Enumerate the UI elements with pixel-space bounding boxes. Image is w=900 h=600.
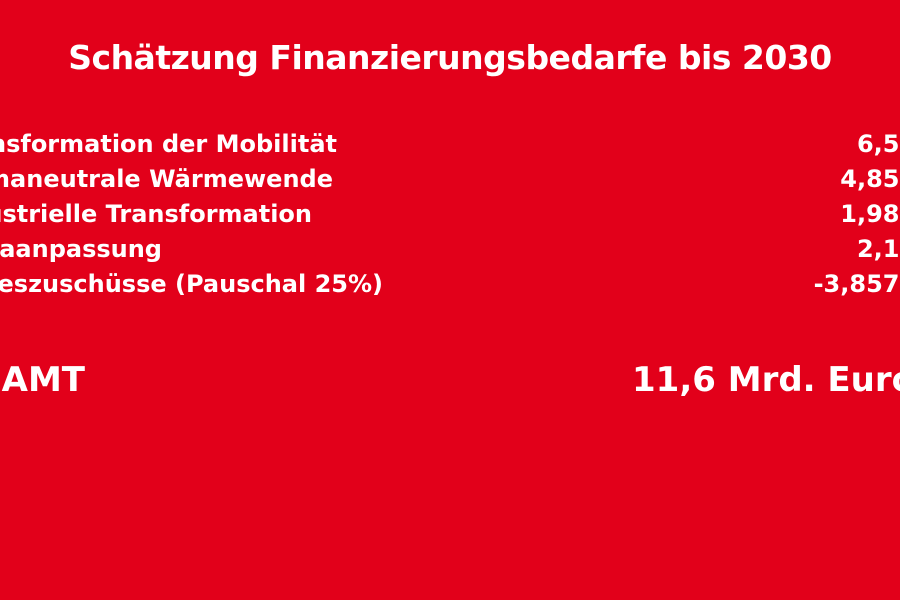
item-label: Industrielle Transformation (0, 200, 312, 228)
item-label: Bundeszuschüsse (Pauschal 25%) (0, 270, 383, 298)
item-label: Klimaneutrale Wärmewende (0, 165, 333, 193)
list-item: Industrielle Transformation 1,98 Mrd. Eu… (0, 200, 900, 235)
list-item: Klimaneutrale Wärmewende 4,85 Mrd. Euro (0, 165, 900, 200)
item-value: 4,85 Mrd. Euro (840, 165, 900, 193)
list-item: Klimaanpassung 2,1 Mrd. Euro (0, 235, 900, 270)
item-label: Transformation der Mobilität (0, 130, 337, 158)
list-item: Bundeszuschüsse (Pauschal 25%) -3,857 Mr… (0, 270, 900, 305)
total-row: GESAMT 11,6 Mrd. Euro (0, 360, 900, 405)
slide-title: Schätzung Finanzierungsbedarfe bis 2030 (68, 38, 832, 77)
item-value: 6,5 Mrd. Euro (856, 130, 900, 158)
item-value: 1,98 Mrd. Euro (840, 200, 900, 228)
total-value: 11,6 Mrd. Euro (632, 360, 900, 400)
list-item: Transformation der Mobilität 6,5 Mrd. Eu… (0, 130, 900, 165)
financing-list: Transformation der Mobilität 6,5 Mrd. Eu… (0, 130, 900, 305)
total-label: GESAMT (0, 360, 85, 400)
item-label: Klimaanpassung (0, 235, 162, 263)
item-value: -3,857 Mrd. Euro (813, 270, 900, 298)
item-value: 2,1 Mrd. Euro (856, 235, 900, 263)
